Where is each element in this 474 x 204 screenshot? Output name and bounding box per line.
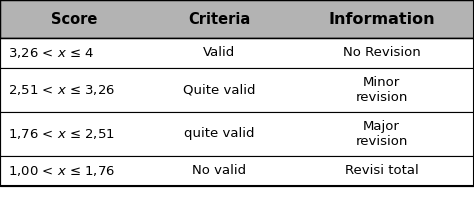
Text: Revisi total: Revisi total (345, 164, 419, 177)
Text: Criteria: Criteria (188, 11, 250, 27)
Bar (0, 112, 474, 156)
Text: Major
revision: Major revision (356, 120, 408, 148)
Text: Valid: Valid (203, 47, 236, 60)
Text: 3,26 < $x$ ≤ 4: 3,26 < $x$ ≤ 4 (8, 46, 94, 60)
Text: Minor
revision: Minor revision (356, 76, 408, 104)
Bar (0, 156, 474, 186)
Text: 1,76 < $x$ ≤ 2,51: 1,76 < $x$ ≤ 2,51 (8, 127, 115, 141)
Text: Information: Information (328, 11, 435, 27)
Text: No valid: No valid (192, 164, 246, 177)
Bar (0, 0, 474, 38)
Bar (0, 68, 474, 112)
Text: 2,51 < $x$ ≤ 3,26: 2,51 < $x$ ≤ 3,26 (8, 83, 115, 97)
Text: Score: Score (52, 11, 98, 27)
Text: quite valid: quite valid (184, 128, 255, 141)
Text: No Revision: No Revision (343, 47, 420, 60)
Text: 1,00 < $x$ ≤ 1,76: 1,00 < $x$ ≤ 1,76 (8, 164, 115, 178)
Text: Quite valid: Quite valid (183, 83, 255, 96)
Bar (0, 38, 474, 68)
